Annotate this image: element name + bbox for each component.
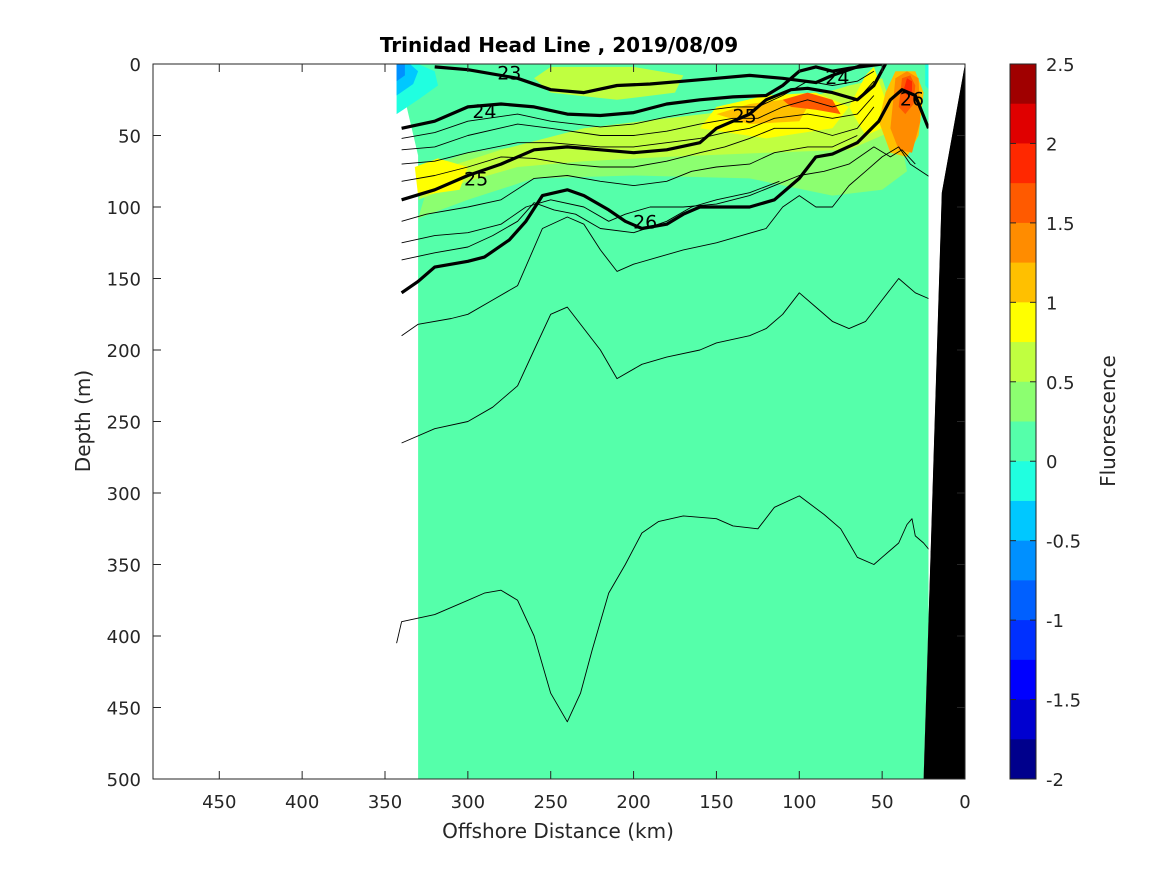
colorbar: 2.5 2 1.5 1 0.5 0 -0.5 -1 -1.5 -2 — [1009, 55, 1081, 791]
colorbar-swatch — [1010, 342, 1036, 383]
isopycnal-label-23: 23 — [497, 63, 521, 85]
nearshore-gap — [923, 64, 965, 779]
isopycnal-label-25: 25 — [733, 105, 757, 127]
colorbar-swatch — [1010, 143, 1036, 184]
fluorescence-base — [396, 64, 929, 779]
colorbar-swatch — [1010, 222, 1036, 264]
x-tick-label: 100 — [782, 792, 816, 813]
colorbar-swatch — [1010, 262, 1036, 303]
isopycnal-bold-24 — [401, 64, 883, 130]
colorbar-tick-label: -1 — [1046, 611, 1064, 632]
colorbar-swatch — [1010, 739, 1036, 780]
isopycnal-thin — [401, 80, 875, 151]
colorbar-tick-label: 1 — [1046, 293, 1057, 314]
y-axis: 0 50 100 150 200 250 300 350 400 450 500 — [107, 55, 965, 791]
y-tick-label: 450 — [107, 699, 141, 720]
x-tick-label: 0 — [959, 792, 970, 813]
y-tick-label: 50 — [118, 127, 141, 148]
x-tick-label: 50 — [871, 792, 894, 813]
fluorescence-patch — [782, 92, 841, 115]
isopycnal-thin — [401, 95, 875, 165]
isopycnal-thin — [401, 278, 933, 444]
isopycnal-thin — [396, 495, 965, 723]
isopycnal-thin — [401, 135, 858, 222]
x-axis-label: Offshore Distance (km) — [442, 819, 674, 843]
y-axis-label: Depth (m) — [71, 370, 95, 472]
fluorescence-field — [396, 64, 932, 779]
colorbar-swatch — [1010, 699, 1036, 740]
colorbar-swatch — [1010, 302, 1036, 343]
x-tick-label: 150 — [699, 792, 733, 813]
colorbar-tick-label: 0.5 — [1046, 373, 1075, 394]
colorbar-tick-label: 2 — [1046, 134, 1057, 155]
isopycnal-label-24: 24 — [825, 67, 849, 89]
colorbar-swatch — [1010, 381, 1036, 422]
isopycnal-thin — [401, 146, 916, 244]
isopycnal-thin — [401, 146, 933, 337]
colorbar-swatch — [1010, 103, 1036, 144]
colorbar-swatch — [1010, 620, 1036, 661]
y-tick-label: 200 — [107, 341, 141, 362]
isopycnal-bold-lines — [400, 64, 930, 295]
colorbar-label: Fluorescence — [1096, 355, 1120, 487]
colorbar-swatch — [1010, 64, 1036, 105]
seafloor — [923, 64, 965, 779]
x-tick-label: 450 — [202, 792, 236, 813]
isopycnal-thin-lines — [396, 70, 965, 723]
seafloor-fill — [923, 64, 965, 779]
isopycnal-thin — [401, 180, 780, 261]
y-tick-label: 500 — [107, 770, 141, 791]
isopycnal-bold-23 — [434, 64, 867, 95]
colorbar-swatch — [1010, 540, 1036, 581]
x-tick-label: 400 — [285, 792, 319, 813]
colorbar-tick-label: -2 — [1046, 770, 1064, 791]
y-tick-label: 0 — [130, 55, 141, 76]
colorbar-tick-label: 2.5 — [1046, 55, 1075, 76]
colorbar-tick-label: -0.5 — [1046, 532, 1081, 553]
colorbar-swatch — [1010, 580, 1036, 621]
chart-title: Trinidad Head Line , 2019/08/09 — [380, 33, 738, 57]
isopycnal-thin — [401, 106, 875, 182]
colorbar-tick-label: -1.5 — [1046, 691, 1081, 712]
y-tick-label: 250 — [107, 413, 141, 434]
isopycnal-bold-26 — [400, 88, 930, 295]
colorbar-swatch — [1010, 500, 1036, 542]
colorbar-frame — [1009, 63, 1037, 780]
fluorescence-patch — [396, 64, 405, 82]
colorbar-swatch — [1010, 183, 1036, 224]
y-tick-label: 150 — [107, 270, 141, 291]
y-tick-label: 300 — [107, 484, 141, 505]
colorbar-swatch — [1010, 461, 1036, 502]
y-tick-label: 100 — [107, 198, 141, 219]
isopycnal-label-26: 26 — [633, 211, 657, 233]
x-tick-label: 350 — [368, 792, 402, 813]
y-tick-label: 350 — [107, 556, 141, 577]
colorbar-swatch — [1010, 421, 1036, 462]
isopycnal-bold-25 — [401, 64, 887, 202]
x-tick-label: 250 — [534, 792, 568, 813]
isopycnal-label-24: 24 — [472, 101, 496, 123]
isopycnal-label-26: 26 — [900, 88, 924, 110]
isopycnal-thin — [401, 70, 875, 139]
x-tick-label: 200 — [616, 792, 650, 813]
x-axis: 450 400 350 300 250 200 150 100 50 0 — [202, 64, 971, 813]
colorbar-tick-label: 1.5 — [1046, 214, 1075, 235]
colorbar-swatch — [1010, 659, 1036, 701]
colorbar-tick-label: 0 — [1046, 452, 1057, 473]
y-tick-label: 400 — [107, 627, 141, 648]
x-tick-label: 300 — [451, 792, 485, 813]
isopycnal-label-25: 25 — [464, 168, 488, 190]
fluorescence-patch — [414, 158, 468, 196]
